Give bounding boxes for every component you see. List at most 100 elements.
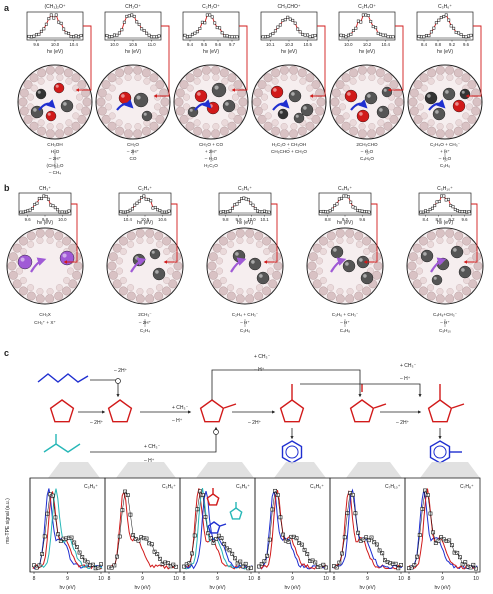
b-ion-4: C₅H₁₀⁺ [437, 186, 453, 192]
b-cage-1-fw-10 [108, 270, 118, 280]
a-connector-3 [309, 25, 326, 98]
a-cage-3-fw-13 [257, 80, 267, 90]
a-cage-3-fw2-13 [299, 77, 307, 85]
b-cage-3-fw-8 [318, 286, 328, 296]
a-cage-4-fw2-6 [342, 112, 350, 120]
a-reaction-4-0: 2CH₃CHO [356, 142, 378, 147]
a-spec-1-pt-6 [120, 28, 124, 32]
b-cage-2-fw-4 [254, 291, 264, 301]
a-cage-5-fw-17 [445, 65, 455, 75]
a-cage-1-fw2-9 [108, 84, 116, 92]
a-ion-1: CH₂O⁺ [125, 4, 141, 10]
b-cage-3-fw2-7 [315, 267, 323, 275]
a-spec-0-ticklabel-2: 10.4 [69, 42, 78, 47]
a-spec-1-pt-13 [137, 22, 141, 26]
a-cage-5-atom-hl-1 [445, 90, 449, 94]
a-connector-1 [153, 25, 170, 98]
b-cage-0-fw-2 [68, 279, 78, 289]
b-cage-4-fw-17 [445, 228, 455, 238]
b-cage-2-fw-6 [235, 294, 245, 304]
b-cage-2 [206, 227, 284, 305]
a-cage-1-fw-21 [159, 88, 169, 98]
b-cage-1-atom-hl-1 [151, 250, 155, 254]
a-cage-4-atom-3 [356, 109, 370, 123]
a-cage-5-fw-2 [467, 114, 477, 124]
b-cage-1-fw2-6 [119, 276, 127, 284]
a-cage-2-atom-0 [194, 89, 208, 103]
a-blue-arrow-1 [116, 99, 134, 111]
b-cage-1-fw2-14 [163, 248, 171, 256]
c-funnel-0 [48, 462, 100, 478]
b-cage-4-atom-hl-0 [423, 252, 427, 256]
b-cage-1-fw-4 [154, 291, 164, 301]
b-cage-2-fw2-5 [227, 284, 235, 292]
a-spec-2-pt-6 [198, 27, 202, 30]
b-cage-3-fw2-5 [327, 284, 335, 292]
a-cage-5-fw-15 [427, 68, 437, 78]
b-spec-2-ticklabel-2: 10.0 [247, 217, 256, 222]
b-cage-0-fw-18 [54, 231, 64, 241]
c-methylfulvene-sub-1 [451, 403, 465, 409]
b-cage-1-fw2-3 [146, 288, 154, 296]
a-spec-3-pt-14 [296, 27, 300, 31]
a-cage-4-fw2-2 [377, 119, 385, 127]
a-spec-4-pt-1 [342, 34, 345, 38]
b-spec-2-pt-4 [228, 209, 232, 213]
a-cage-4-fw2-10 [349, 77, 357, 85]
a-cage-3-fw2-3 [290, 123, 298, 131]
a-spec-4-pt-15 [376, 31, 380, 35]
a-cage-5-atom-1 [442, 87, 456, 101]
b-cage-3-fw2-6 [319, 276, 327, 284]
a-cage-2-fw2-11 [202, 73, 210, 81]
b-cage-4-fw-16 [435, 228, 445, 238]
a-spec-5-fit [418, 14, 472, 38]
a-spec-5-ticklabel-2: 9.2 [449, 42, 456, 47]
a-cage-5-fw-1 [471, 106, 481, 116]
c-arrow-right-top [300, 383, 422, 398]
a-spec-2-ticklabel-2: 9.6 [215, 42, 222, 47]
a-spec-1-pt-21 [157, 34, 161, 38]
a-cage-5-fw-21 [471, 88, 481, 98]
b-cage-4-fw2-15 [467, 257, 475, 265]
a-cage-0-atom-0 [35, 88, 47, 100]
b-cage-0-fw-1 [72, 270, 82, 280]
a-spec-2-pt-17 [225, 34, 229, 38]
a-cage-1-fw2-5 [115, 119, 123, 127]
a-spec-5-pt-17 [459, 33, 463, 36]
a-cage-2-fw-17 [211, 65, 221, 75]
b-reaction-0-1: CH₃⁺ + X⁺ [34, 320, 56, 325]
a-spec-0-pt-17 [69, 35, 73, 38]
a-spec-2-pt-15 [220, 31, 224, 35]
c-spec-1-trace-0 [107, 490, 178, 570]
a-spec-2-pt-5 [195, 30, 199, 34]
c-h-right: – H⁺ [400, 376, 411, 382]
b-spec-2-pt-14 [251, 203, 255, 207]
a-cage-2-atom-hl-0 [197, 92, 201, 96]
a-cage-5-fw2-12 [446, 73, 454, 81]
b-cage-4-atom-3 [458, 265, 472, 279]
a-cage-0-fw-21 [81, 88, 91, 98]
a-spec-5-pt-8 [437, 18, 441, 22]
b-cage-3-fw2-4 [336, 288, 344, 296]
b-cage-3-fw2-11 [336, 236, 344, 244]
a-cage-5-fw2-11 [436, 73, 444, 81]
b-cage-0-fw-3 [62, 286, 72, 296]
a-cage-3-outline [251, 64, 327, 140]
c-spec-3-data-line [258, 490, 327, 568]
a-spec-2-pt-3 [190, 32, 194, 36]
b-reaction-4-2: C₅H₁₀ [439, 328, 451, 333]
a-cage-3-fw-11 [252, 97, 262, 107]
a-spec-5-ticklabel-3: 9.6 [463, 42, 470, 47]
a-cage-0-fw-19 [71, 73, 81, 83]
c-toluene [429, 440, 451, 464]
b-cage-0-fw-9 [12, 279, 22, 289]
a-cage-5-fw-0 [472, 97, 482, 107]
a-cage-3-fw-1 [315, 106, 325, 116]
a-cage-5-atom-4 [459, 88, 471, 100]
a-cage-0-atom-hl-1 [55, 84, 59, 88]
b-cage-4-fw-15 [426, 231, 436, 241]
b-reaction-0-0: CH₃X [39, 312, 51, 317]
a-cage-5-fw2-4 [436, 123, 444, 131]
b-cage-3-fw2-12 [346, 236, 354, 244]
a-cage-0-fw-16 [45, 65, 55, 75]
